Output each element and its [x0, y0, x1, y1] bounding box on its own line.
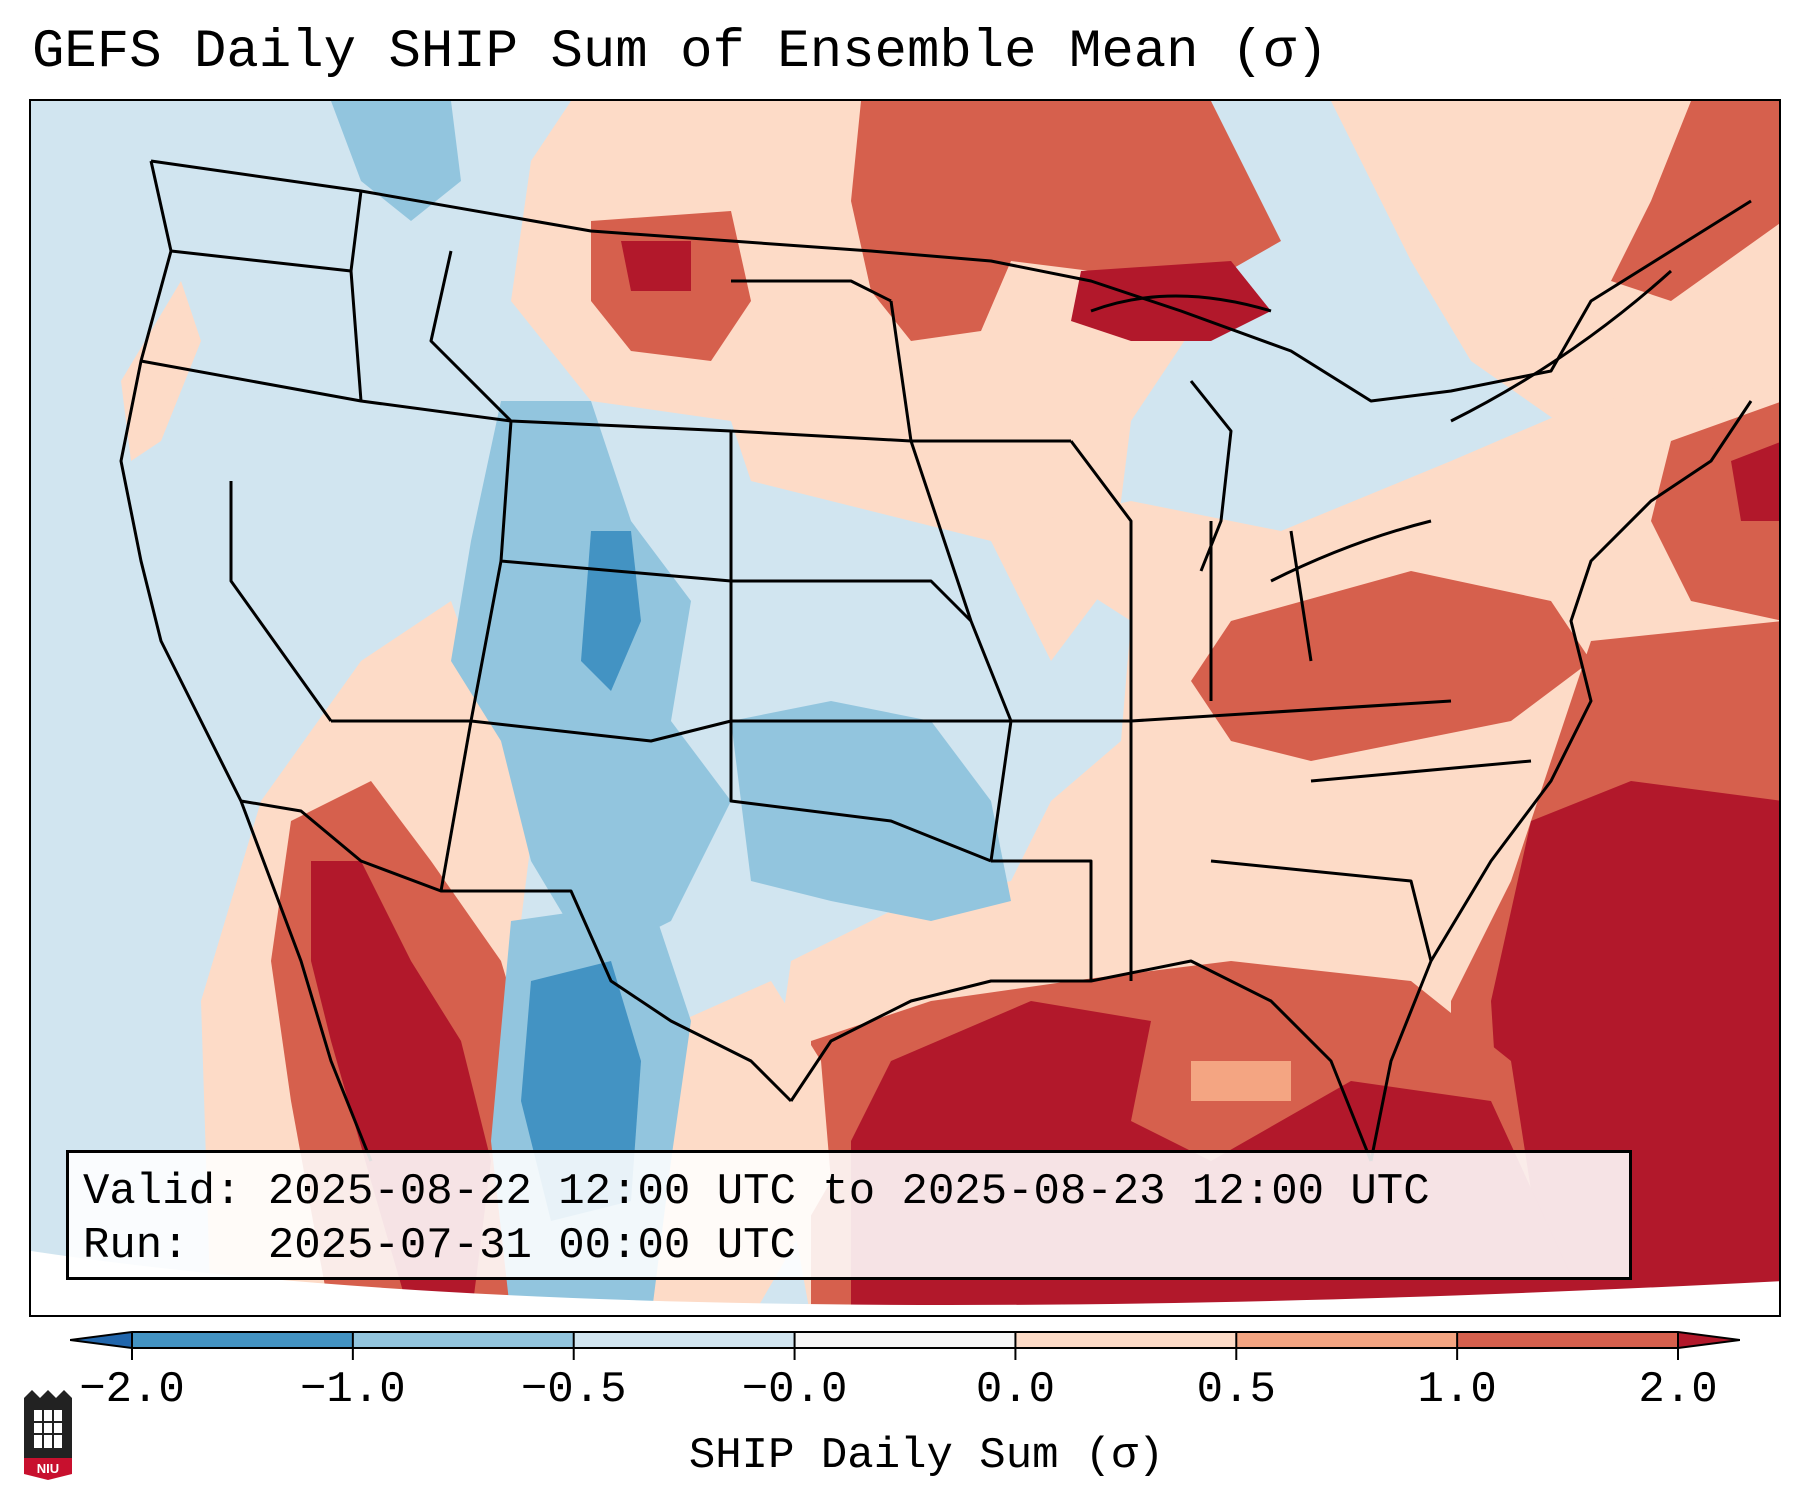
- colorbar-tick-label: −1.0: [300, 1365, 406, 1415]
- colorbar-bin: [1236, 1332, 1458, 1348]
- anomaly-region-lake-superior-max: [1071, 261, 1271, 341]
- colorbar-tick-labels: −2.0 −1.0 −0.5 −0.0 0.0 0.5 1.0 2.0: [0, 1362, 1803, 1422]
- anomaly-region-montana-max: [621, 241, 691, 291]
- state-line-nd-sd: [731, 279, 892, 303]
- state-line-oh-pa: [1289, 530, 1313, 662]
- colorbar-tick-label: 1.0: [1417, 1365, 1497, 1415]
- colorbar-bin: [1457, 1332, 1679, 1348]
- colorbar-bin: [1015, 1332, 1237, 1348]
- east-coastline: [1369, 400, 1753, 1162]
- great-lakes-superior: [1090, 294, 1272, 313]
- colorbar-over-extension: [1678, 1332, 1740, 1348]
- logo-text: NIU: [37, 1461, 59, 1476]
- state-line-ar-la: [991, 859, 1093, 981]
- state-line-ia-mo: [909, 440, 1013, 862]
- anomaly-region-idaho-negative: [331, 101, 461, 221]
- anomaly-region-gulf-patch: [1191, 1061, 1291, 1101]
- state-line-co-nm: [469, 560, 733, 743]
- state-line-nc-sc: [1310, 759, 1532, 783]
- colorbar-bin: [352, 1332, 575, 1348]
- colorbar: [70, 1331, 1740, 1360]
- state-line-ok-tx: [729, 721, 992, 863]
- great-lakes-michigan: [1189, 380, 1233, 572]
- state-line-ne-ks: [731, 579, 973, 623]
- colorbar-tick-label: 2.0: [1638, 1365, 1718, 1415]
- colorbar-tick-label: 0.5: [1196, 1365, 1276, 1415]
- anomaly-region-texas-mid-negative: [731, 701, 1011, 921]
- map-panel: [29, 99, 1781, 1317]
- anomaly-region-new-england-max: [1731, 442, 1779, 521]
- colorbar-title: SHIP Daily Sum (σ): [688, 1431, 1165, 1481]
- colorbar-tick-label: 0.0: [975, 1365, 1056, 1415]
- ship-anomaly-map: [31, 101, 1779, 1315]
- state-line-sd-ne: [730, 429, 912, 443]
- state-line-id: [349, 190, 363, 402]
- niu-logo-icon: NIU: [24, 1390, 72, 1480]
- state-line-il-in: [1069, 440, 1133, 721]
- state-line-tn-ky: [1130, 699, 1452, 723]
- state-line-wa-or: [170, 249, 352, 273]
- anomaly-region-canada-red: [851, 101, 1281, 341]
- colorbar-bin: [132, 1332, 354, 1348]
- anomaly-region-west-coast-patch: [121, 281, 201, 461]
- run-time-line: Run: 2025-07-31 00:00 UTC: [83, 1221, 796, 1271]
- valid-time-line: Valid: 2025-08-22 12:00 UTC to 2025-08-2…: [83, 1167, 1430, 1217]
- map-title: GEFS Daily SHIP Sum of Ensemble Mean (σ): [32, 22, 1329, 83]
- colorbar-under-extension: [70, 1332, 132, 1348]
- colorbar-tick-label: −0.5: [520, 1365, 627, 1415]
- us-canada-border: [150, 159, 1752, 403]
- colorbar-bin: [573, 1332, 796, 1348]
- state-line-ga-fl: [1210, 859, 1433, 962]
- validity-info-box: Valid: 2025-08-22 12:00 UTC to 2025-08-2…: [66, 1150, 1632, 1280]
- anomaly-region-quebec-red: [1611, 101, 1779, 301]
- boundary-lines: [119, 159, 1753, 1162]
- state-line-nm-az: [439, 720, 473, 892]
- mexico-border: [240, 799, 793, 1103]
- colorbar-tick-label: −2.0: [79, 1365, 185, 1415]
- state-line-ca-nv: [229, 481, 333, 722]
- west-coastline: [119, 160, 373, 1162]
- state-line-mt-wy: [429, 250, 732, 433]
- anomaly-region-ohio-valley: [1191, 571, 1591, 761]
- colorbar-tick-label: −0.0: [741, 1365, 848, 1415]
- great-lakes-erie: [1270, 519, 1432, 583]
- anomaly-region-rockies-mid-negative: [451, 401, 731, 961]
- state-line-wy-co: [499, 420, 733, 583]
- colorbar-bin: [794, 1332, 1016, 1348]
- st-lawrence: [1450, 269, 1673, 423]
- off-domain-corner: [31, 1251, 1779, 1315]
